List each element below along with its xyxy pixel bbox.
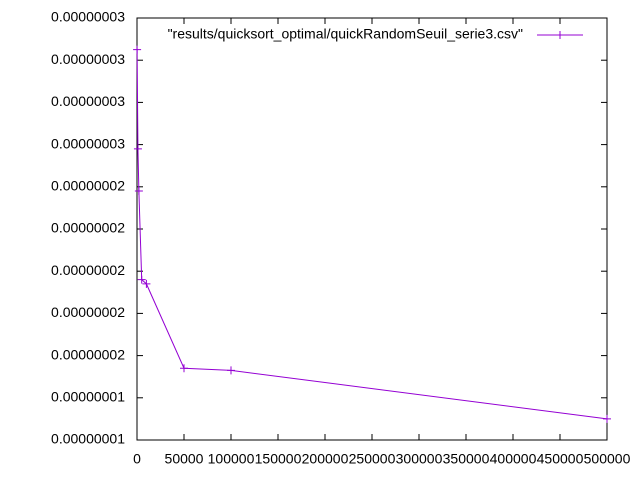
x-tick-label: 350000 [443, 451, 490, 467]
point-marker [227, 366, 235, 375]
y-tick-label: 0.00000002 [51, 220, 125, 236]
x-tick-label: 0 [133, 451, 141, 467]
y-tick-label: 0.00000001 [51, 431, 125, 447]
legend-swatch [537, 31, 583, 39]
y-tick-label: 0.00000002 [51, 304, 125, 320]
x-tick-label: 300000 [396, 451, 443, 467]
point-marker [142, 279, 151, 288]
plot-frame [136, 17, 608, 441]
y-tick-label: 0.00000003 [51, 135, 125, 151]
point-marker [134, 187, 143, 196]
data-line [136, 49, 608, 420]
point-marker [180, 364, 188, 373]
y-tick-label: 0.00000001 [51, 389, 125, 405]
x-tick-label: 500000 [584, 451, 631, 467]
point-marker [603, 414, 611, 423]
x-tick-label: 200000 [302, 451, 349, 467]
x-tick-label: 250000 [349, 451, 396, 467]
y-tick-label: 0.00000002 [51, 178, 125, 194]
point-marker [133, 45, 142, 54]
y-tick-label: 0.00000003 [51, 93, 125, 109]
x-tick-label: 50000 [165, 451, 204, 467]
x-tick-label: 150000 [255, 451, 302, 467]
y-tick-label: 0.00000002 [51, 346, 125, 362]
point-marker [133, 144, 142, 153]
x-tick-label: 100000 [208, 451, 255, 467]
y-tick-label: 0.00000003 [51, 51, 125, 67]
point-marker [137, 275, 146, 284]
legend-label: "results/quicksort_optimal/quickRandomSe… [168, 26, 523, 42]
y-tick-label: 0.00000002 [51, 262, 125, 278]
y-tick-label: 0.00000003 [51, 9, 125, 25]
x-tick-label: 450000 [537, 451, 584, 467]
x-tick-label: 400000 [490, 451, 537, 467]
